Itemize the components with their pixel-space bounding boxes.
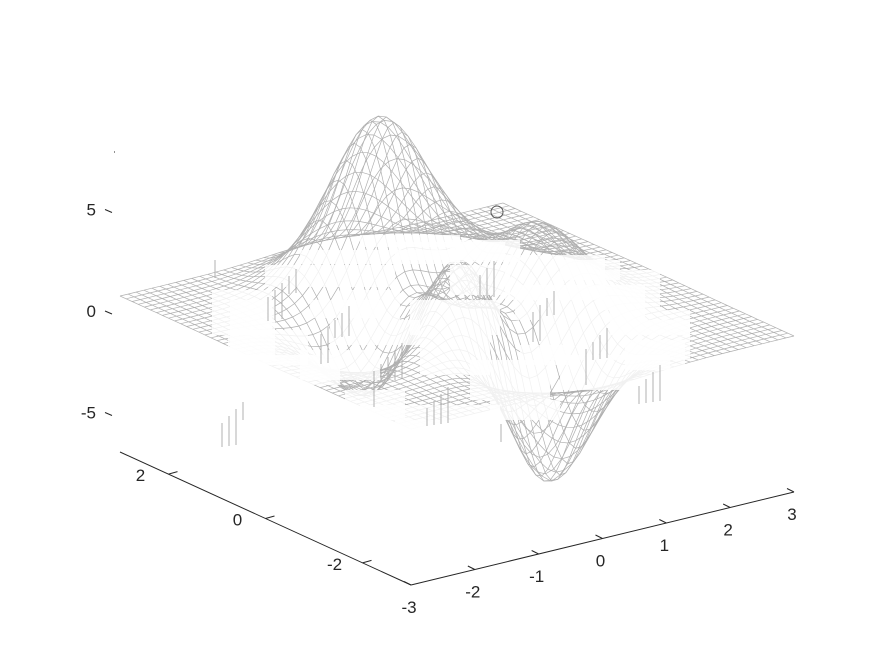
x-tick-label: -2 [465, 583, 480, 602]
mesh-column-line [502, 202, 795, 337]
x-tick-mark [467, 565, 476, 570]
mesh-column-line [311, 115, 603, 477]
mesh-column-line [287, 142, 579, 440]
z-tick-mark [104, 412, 113, 416]
render-artifact-block [265, 265, 395, 287]
render-artifact-block [490, 400, 560, 420]
x-tick-mark [659, 519, 667, 524]
x-tick-label: -1 [529, 567, 544, 586]
mesh-column-line [303, 119, 595, 468]
x-tick-label: -3 [401, 598, 416, 617]
y-tick-label: 0 [233, 511, 242, 530]
x-tick-label: 2 [723, 521, 732, 540]
render-artifact-block [560, 260, 620, 280]
x-tick-mark [786, 488, 795, 493]
render-artifact-block [520, 345, 570, 365]
z-tick-label: -5 [81, 404, 96, 423]
y-tick-mark [362, 559, 372, 564]
tick-labels: -3 -2 -1 0 1 2 3 -2 0 2 -5 0 5 [81, 201, 797, 618]
x-tick-mark [403, 581, 412, 586]
x-tick-mark [531, 550, 539, 555]
x-tick-mark [722, 503, 731, 508]
render-artifact-block [625, 340, 685, 370]
render-artifact-block [340, 290, 400, 320]
x-tick-label: 0 [596, 552, 605, 571]
data-cursor-marker [490, 205, 504, 219]
z-tick-label: 0 [87, 302, 96, 321]
y-tick-mark [265, 515, 275, 519]
x-tick-mark [595, 534, 603, 539]
x-tick-label: 1 [660, 536, 669, 555]
render-artifact-block [610, 310, 690, 335]
render-artifacts [212, 235, 690, 447]
z-tick-mark [104, 310, 113, 315]
render-artifact-block [330, 320, 420, 345]
z-tick-mark [104, 209, 113, 213]
render-artifact-block [410, 300, 500, 335]
z-tick-label: 5 [87, 201, 96, 220]
render-artifact-block [395, 420, 505, 440]
x-tick-label: 3 [787, 505, 796, 524]
render-artifact-block [450, 240, 520, 262]
y-tick-label: 2 [136, 466, 145, 485]
y-tick-label: -2 [327, 555, 342, 574]
y-tick-mark [168, 471, 178, 475]
render-artifact-block [300, 350, 380, 380]
axes [104, 151, 795, 586]
render-artifact-block [470, 360, 550, 400]
